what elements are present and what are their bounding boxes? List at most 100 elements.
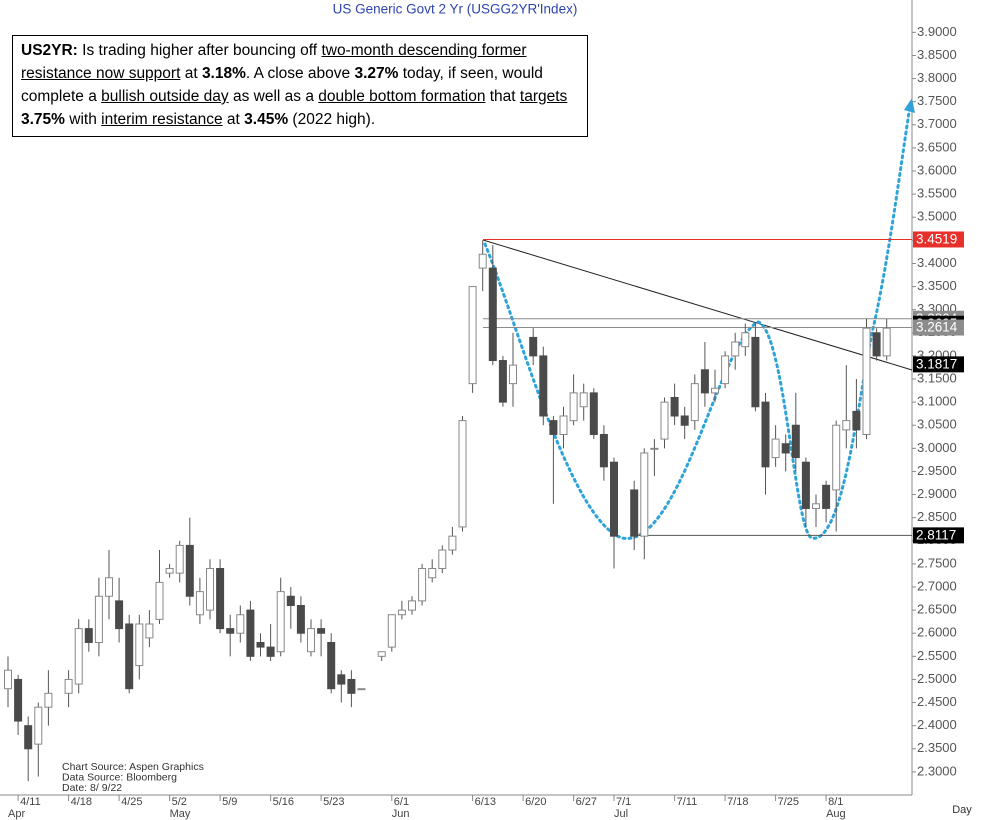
level-label: 3.1817 — [916, 356, 957, 371]
chart-title: US Generic Govt 2 Yr (USGG2YR'Index) — [333, 2, 578, 17]
candle-body — [862, 327, 871, 435]
candle-body — [751, 336, 760, 408]
x-tick-label: 7/18 — [727, 796, 748, 808]
x-tick-label: 5/9 — [222, 796, 237, 808]
candle-body — [276, 591, 285, 653]
y-tick-label: 2.6000 — [917, 625, 957, 640]
candle-body — [125, 623, 134, 690]
candle-body — [872, 332, 881, 357]
candle-body — [307, 628, 315, 653]
annotation-text: . A close above — [245, 65, 355, 82]
candle-body — [549, 420, 558, 435]
level-box — [913, 527, 964, 544]
annotation-text: US2YR: — [21, 42, 78, 59]
level-label: 3.4519 — [916, 232, 957, 247]
y-tick-label: 2.7500 — [917, 555, 957, 570]
source-text: Data Source: Bloomberg — [62, 771, 177, 783]
source-text: Chart Source: Aspen Graphics — [62, 761, 204, 773]
candle-body — [690, 383, 699, 422]
y-tick-label: 3.9000 — [917, 24, 957, 39]
y-tick-label: 3.4000 — [917, 255, 957, 270]
candle-body — [670, 397, 679, 417]
annotation-text: Is trading higher after bouncing off — [77, 42, 322, 59]
x-tick-label: 6/27 — [576, 796, 597, 808]
candle-body — [84, 628, 93, 643]
candle-body — [195, 591, 204, 616]
level-box — [913, 319, 964, 336]
candle-body — [832, 424, 841, 491]
candle-body — [44, 692, 53, 708]
candle-body — [226, 628, 235, 634]
month-label: May — [170, 808, 191, 820]
candle-body — [650, 447, 659, 450]
x-axis-label: Day — [952, 804, 972, 816]
y-tick-label: 3.1000 — [917, 394, 957, 409]
candle-body — [165, 568, 174, 574]
annotation-text: 3.18% — [201, 65, 246, 82]
candle-body — [438, 549, 447, 570]
candle-body — [256, 641, 265, 648]
y-tick-label: 2.8500 — [917, 509, 957, 524]
y-tick-label: 3.0500 — [917, 417, 957, 432]
candle-body — [105, 577, 113, 597]
trendline — [482, 239, 913, 371]
x-tick-label: 7/11 — [677, 796, 698, 808]
candle-body — [812, 503, 820, 509]
annotation-text: that — [485, 88, 520, 105]
y-tick-label: 3.8500 — [917, 47, 957, 62]
y-tick-label: 3.6500 — [917, 139, 957, 154]
level-label: 2.8117 — [916, 527, 956, 542]
annotation-text: interim resistance — [101, 111, 223, 128]
annotation-text: double bottom formation — [318, 88, 486, 105]
y-tick-label: 2.5000 — [917, 671, 957, 686]
candle-body — [731, 341, 740, 357]
y-tick-label: 3.7500 — [917, 93, 957, 108]
x-tick-label: 4/11 — [20, 796, 41, 808]
x-tick-label: 7/1 — [616, 796, 631, 808]
x-tick-label: 5/16 — [273, 796, 294, 808]
candle-body — [801, 461, 810, 509]
candle-body — [448, 535, 457, 551]
level-label: 3.2614 — [916, 320, 958, 335]
x-tick-label: 7/25 — [778, 796, 799, 808]
y-tick-label: 2.4000 — [917, 717, 957, 732]
candle-body — [327, 641, 336, 690]
candle-body — [458, 420, 467, 528]
level-box — [913, 356, 964, 373]
candle-body — [771, 438, 780, 459]
candle-body — [387, 614, 396, 648]
candle-body — [408, 600, 416, 611]
candle-body — [822, 484, 831, 509]
candle-body — [741, 332, 750, 348]
level-box — [913, 231, 964, 248]
candle-body — [216, 568, 225, 630]
candle-body — [64, 678, 73, 694]
candle-body — [4, 669, 12, 690]
candle-body — [94, 595, 103, 643]
annotation-text: with — [64, 111, 102, 128]
candle-body — [852, 410, 861, 431]
x-tick-label: 5/23 — [323, 796, 344, 808]
candle-body — [266, 646, 275, 657]
y-tick-label: 2.4500 — [917, 694, 957, 709]
annotation-text: as well as a — [228, 88, 319, 105]
candle-body — [418, 568, 427, 602]
annotation-text: 3.75% — [21, 111, 65, 128]
candle-body — [630, 489, 639, 537]
candle-body — [377, 651, 386, 657]
candle-body — [781, 443, 790, 454]
y-tick-label: 2.5500 — [917, 648, 957, 663]
candle-body — [317, 628, 326, 634]
candle-body — [539, 355, 548, 417]
y-tick-label: 2.3000 — [917, 763, 957, 778]
candle-body — [115, 600, 124, 630]
candle-body — [700, 369, 709, 394]
candle-body — [498, 360, 507, 403]
candle-body — [680, 415, 689, 426]
candle-body — [589, 392, 598, 435]
annotation-text: 3.45% — [244, 111, 289, 128]
projection-path — [483, 104, 912, 540]
y-tick-label: 2.7000 — [917, 578, 957, 593]
candle-body — [711, 387, 719, 394]
